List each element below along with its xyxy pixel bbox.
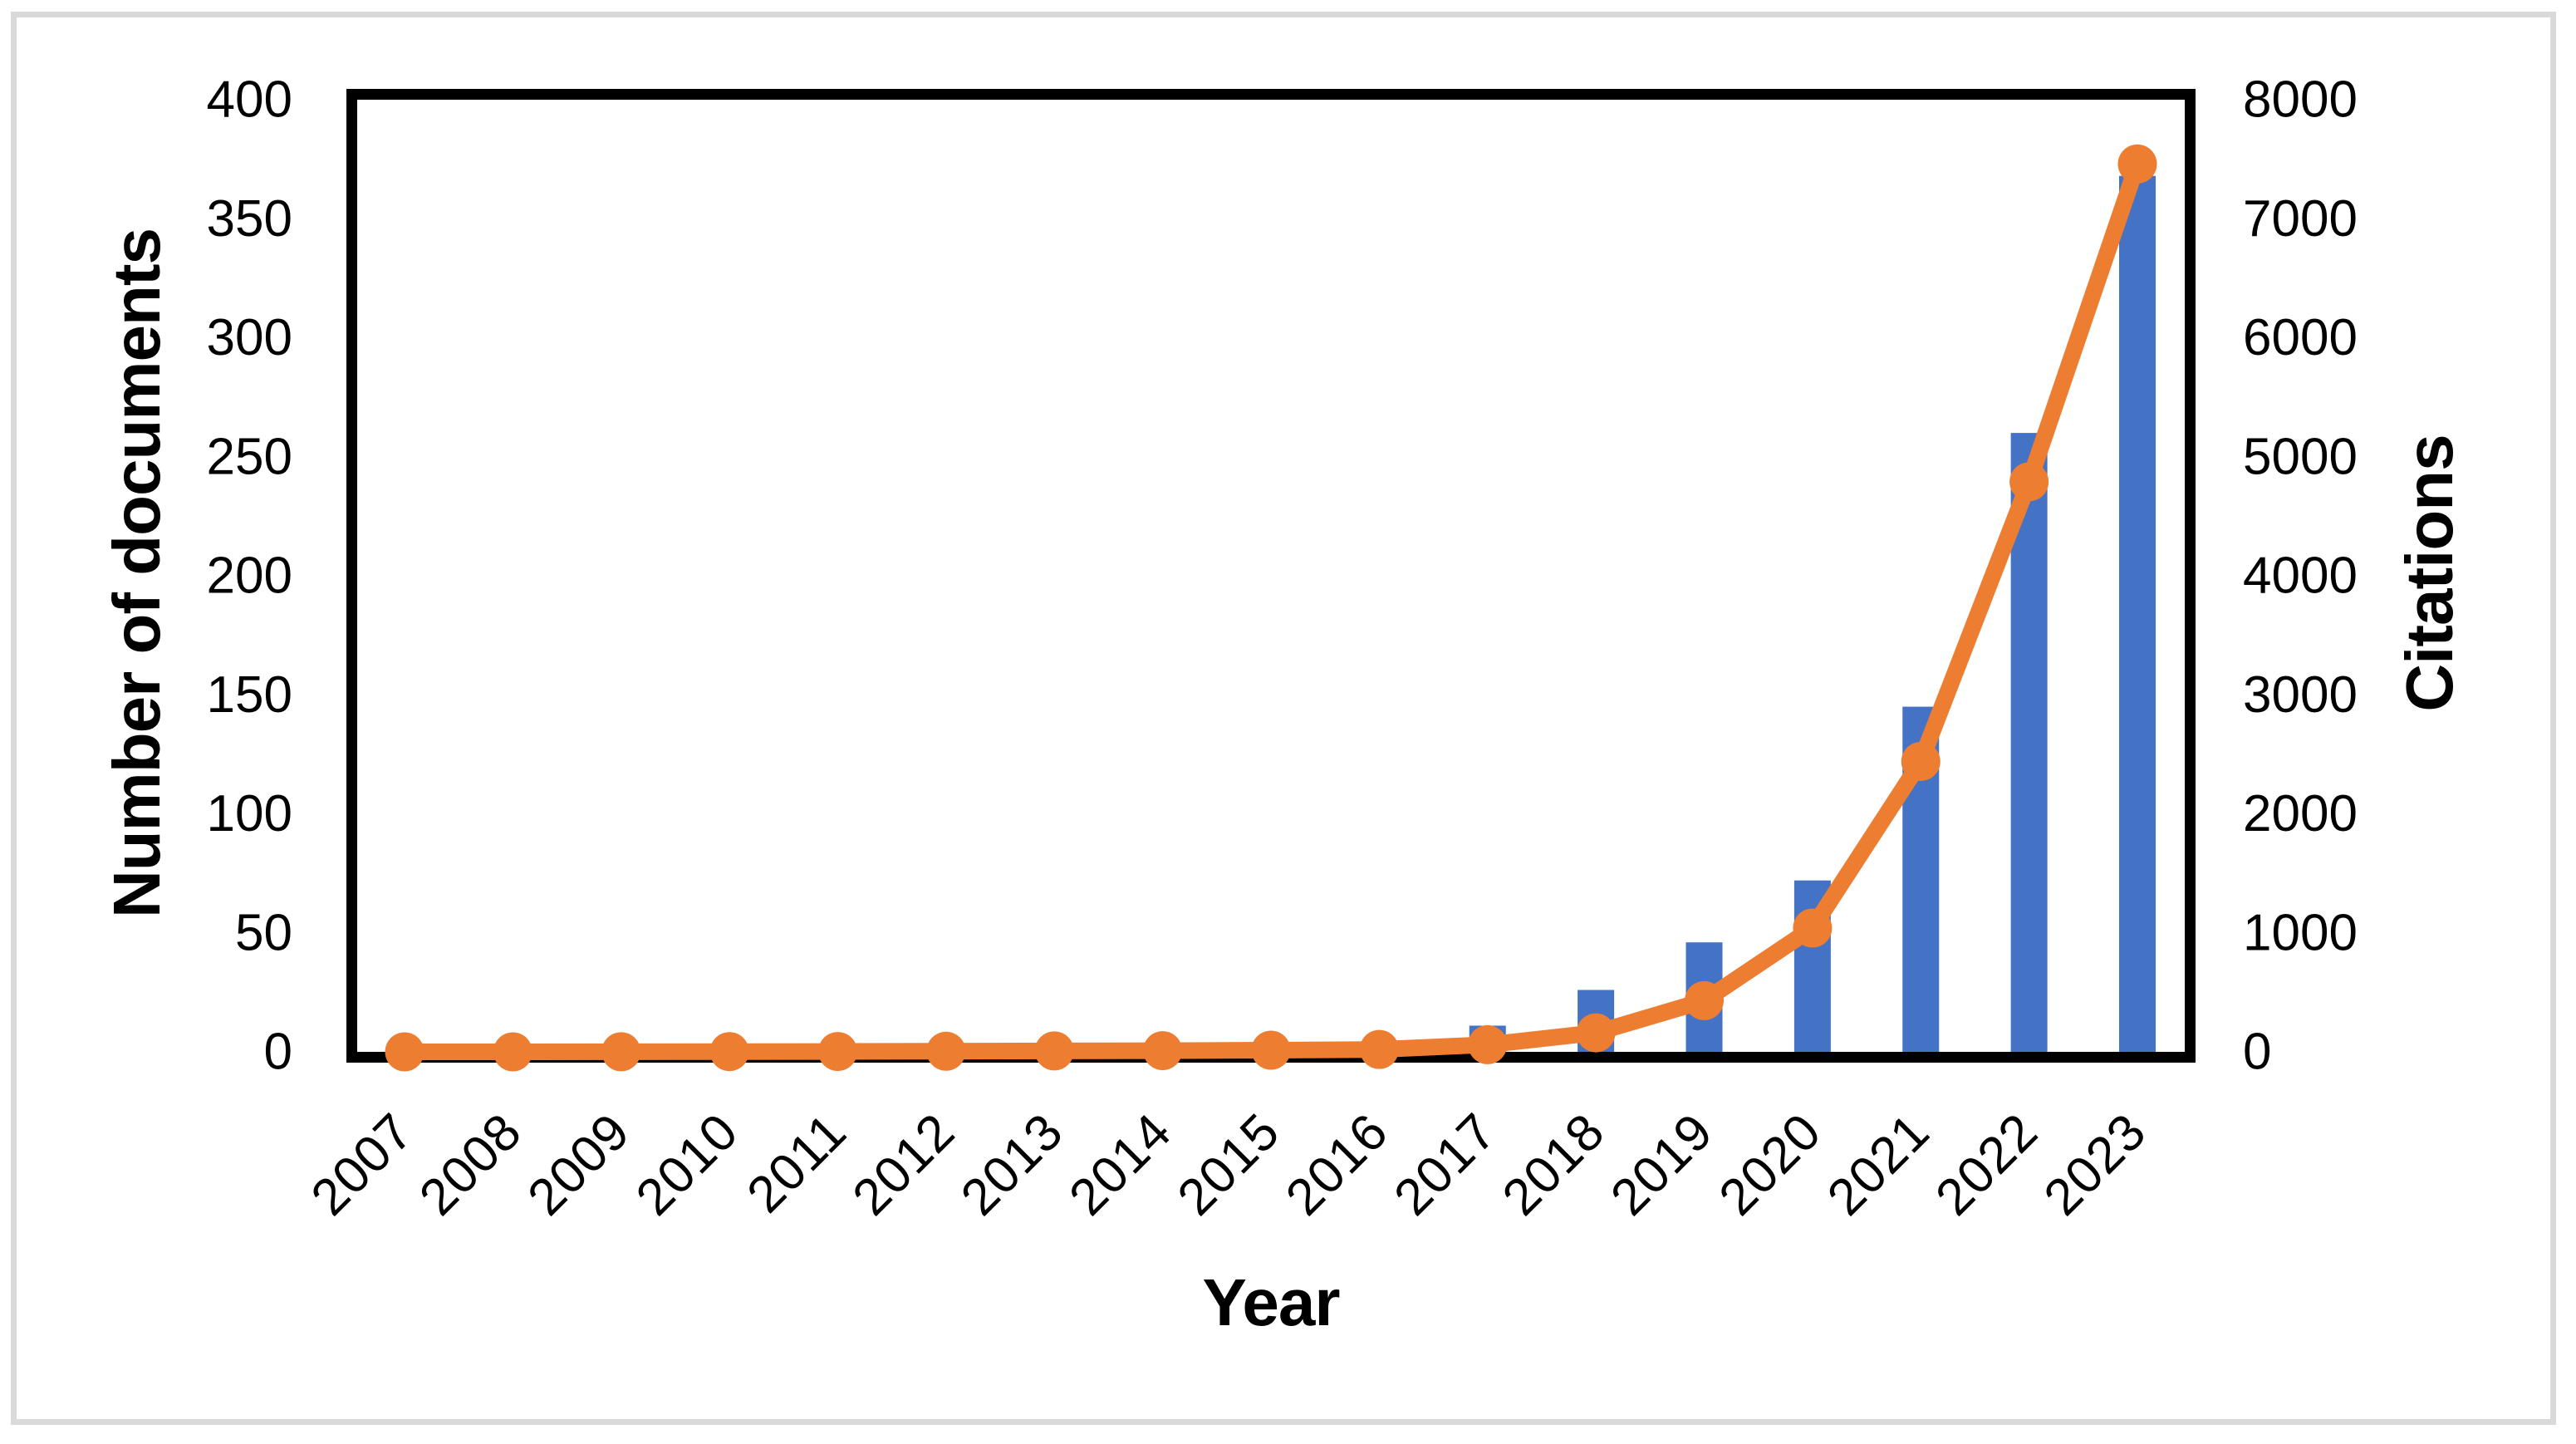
right-axis-tick-label: 4000 xyxy=(2243,548,2358,605)
x-axis-tick-label: 2022 xyxy=(1925,1103,2049,1226)
line-marker-citations xyxy=(1143,1031,1183,1071)
left-axis-tick-label: 400 xyxy=(207,71,292,129)
x-axis-tick-label: 2009 xyxy=(517,1103,640,1226)
line-marker-citations xyxy=(926,1031,966,1071)
left-axis-tick-label: 50 xyxy=(235,904,292,961)
left-axis-title: Number of documents xyxy=(100,228,174,918)
line-marker-citations xyxy=(385,1032,424,1072)
left-axis-tick-label: 200 xyxy=(207,548,292,605)
line-marker-citations xyxy=(2117,144,2157,184)
x-axis-tick-label: 2019 xyxy=(1600,1103,1724,1226)
x-axis-tick-label: 2013 xyxy=(950,1103,1074,1226)
line-marker-citations xyxy=(493,1032,532,1072)
right-axis-tick-label: 3000 xyxy=(2243,666,2358,724)
left-axis-tick-label: 350 xyxy=(207,190,292,248)
x-axis-tick-label: 2018 xyxy=(1492,1103,1616,1226)
figure-border xyxy=(11,12,2556,1425)
x-axis-tick-label: 2008 xyxy=(409,1103,532,1226)
right-axis-tick-label: 7000 xyxy=(2243,190,2358,248)
x-axis-title: Year xyxy=(1202,1265,1340,1339)
line-marker-citations xyxy=(1034,1031,1074,1071)
left-axis-tick-label: 100 xyxy=(207,785,292,842)
left-axis-tick-label: 150 xyxy=(207,666,292,724)
right-axis-title: Citations xyxy=(2392,435,2466,712)
line-marker-citations xyxy=(601,1032,641,1072)
right-axis-tick-label: 2000 xyxy=(2243,785,2358,842)
x-axis-tick-label: 2012 xyxy=(842,1103,966,1226)
bar-documents xyxy=(2010,433,2048,1058)
right-axis-tick-label: 5000 xyxy=(2243,428,2358,485)
x-axis-tick-label: 2014 xyxy=(1058,1103,1182,1226)
x-axis-tick-label: 2011 xyxy=(737,1103,858,1224)
line-marker-citations xyxy=(1359,1029,1399,1069)
x-axis-tick-label: 2010 xyxy=(626,1103,749,1226)
bar-documents xyxy=(2119,175,2156,1058)
x-axis-tick-label: 2021 xyxy=(1817,1103,1941,1226)
x-axis-tick-label: 2023 xyxy=(2034,1103,2157,1226)
x-axis-tick-label: 2015 xyxy=(1167,1103,1291,1226)
line-marker-citations xyxy=(709,1032,749,1072)
left-axis-tick-label: 250 xyxy=(207,428,292,485)
line-marker-citations xyxy=(1576,1013,1616,1053)
right-axis-tick-label: 6000 xyxy=(2243,309,2358,366)
line-marker-citations xyxy=(1901,741,1941,781)
line-marker-citations xyxy=(1685,980,1724,1020)
line-marker-citations xyxy=(1468,1024,1508,1064)
line-marker-citations xyxy=(1793,908,1833,948)
citations-line xyxy=(396,155,2146,1060)
x-axis-tick-label: 2007 xyxy=(301,1103,424,1226)
right-axis-tick-label: 0 xyxy=(2243,1024,2271,1081)
line-marker-citations xyxy=(2009,462,2049,502)
x-axis-tick-label: 2016 xyxy=(1275,1103,1399,1226)
left-axis-tick-label: 300 xyxy=(207,309,292,366)
line-marker-citations xyxy=(818,1032,857,1072)
right-axis-tick-label: 1000 xyxy=(2243,904,2358,961)
x-axis-tick-label: 2017 xyxy=(1383,1103,1507,1226)
right-axis-tick-label: 8000 xyxy=(2243,71,2358,129)
x-axis-tick-label: 2020 xyxy=(1709,1103,1833,1226)
line-marker-citations xyxy=(1251,1030,1291,1070)
left-axis-tick-label: 0 xyxy=(264,1024,292,1081)
